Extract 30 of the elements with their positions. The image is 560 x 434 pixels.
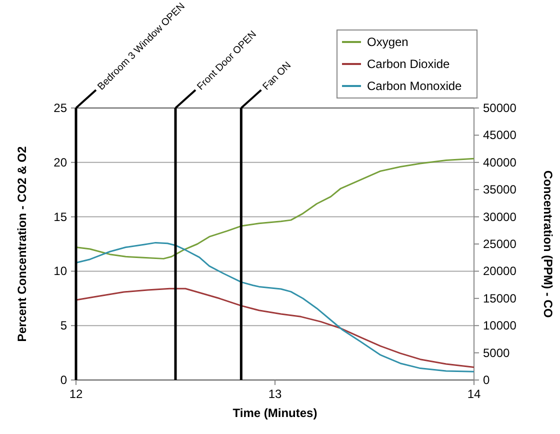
legend-label: Carbon Dioxide — [367, 57, 450, 71]
x-tick-label: 12 — [69, 387, 83, 401]
y2-tick-label: 10000 — [483, 318, 517, 333]
y2-tick-label: 40000 — [483, 155, 517, 170]
y2-tick-label: 15000 — [483, 291, 517, 306]
x-tick-label: 14 — [467, 387, 481, 401]
line-series — [75, 242, 475, 372]
y2-tick-label: 0 — [483, 373, 490, 387]
y2-tick-label: 50000 — [483, 101, 517, 115]
y2-tick-label: 45000 — [483, 128, 517, 142]
legend-label: Carbon Monoxide — [367, 79, 462, 93]
line-series — [75, 158, 475, 260]
y-tick-label: 20 — [54, 155, 68, 170]
ref-line-label: Fan ON — [260, 60, 294, 93]
y2-tick-label: 20000 — [483, 264, 517, 278]
y2-tick-label: 25000 — [483, 237, 517, 251]
line-series — [75, 288, 475, 368]
y-tick-label: 10 — [54, 264, 68, 278]
y2-axis-title: Concentration (PPM) - CO — [541, 170, 555, 318]
y-tick-label: 15 — [54, 210, 68, 224]
y-tick-label: 25 — [54, 101, 68, 115]
y-tick-label: 0 — [60, 373, 68, 387]
y-axis-title: Percent Concentration - CO2 & O2 — [15, 146, 29, 342]
y-tick-label: 5 — [60, 318, 68, 333]
y2-tick-label: 35000 — [483, 182, 517, 197]
y2-tick-label: 30000 — [483, 210, 517, 224]
x-tick-label: 13 — [268, 387, 282, 401]
y2-tick-label: 5000 — [483, 346, 510, 360]
x-axis-title: Time (Minutes) — [232, 406, 318, 420]
legend-label: Oxygen — [367, 35, 408, 49]
